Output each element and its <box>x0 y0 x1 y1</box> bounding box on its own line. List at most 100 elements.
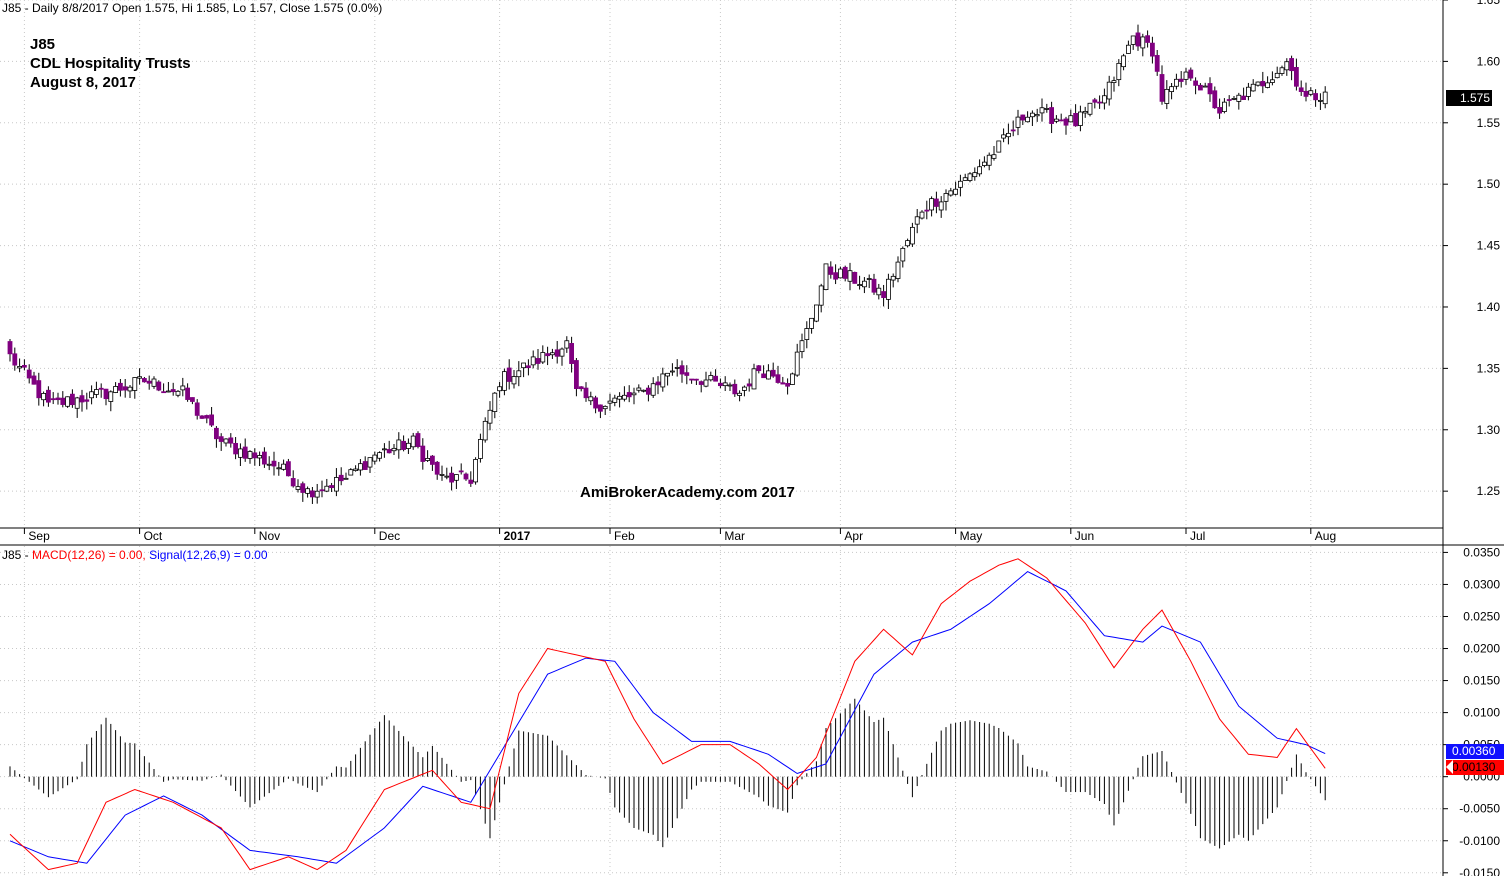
candle-down <box>679 365 685 375</box>
x-tick-label: Oct <box>144 529 163 543</box>
candle-down <box>170 389 176 393</box>
candle-down <box>1058 119 1064 122</box>
candle-up <box>175 390 181 396</box>
price-tick-label: 1.55 <box>1477 116 1501 130</box>
candle-up <box>670 370 675 373</box>
candle-up <box>1318 99 1323 102</box>
candle-down <box>1145 35 1150 43</box>
candle-up <box>674 366 680 369</box>
candle-up <box>986 154 992 166</box>
candle-up <box>41 393 46 401</box>
candle-up <box>1322 91 1328 105</box>
candle-down <box>415 433 421 447</box>
candle-down <box>26 369 32 379</box>
x-tick-label: Sep <box>28 529 50 543</box>
candle-up <box>1054 118 1059 122</box>
candle-up <box>1255 81 1261 86</box>
macd-legend-label: MACD(12,26) = 0.00, <box>32 548 146 562</box>
candle-up <box>857 284 862 286</box>
candle-up <box>1250 83 1256 92</box>
candle-up <box>540 352 546 363</box>
candle-up <box>501 371 507 391</box>
candle-down <box>55 397 61 401</box>
candle-down <box>429 455 435 465</box>
candle-down <box>194 402 200 416</box>
candle-down <box>118 382 123 391</box>
candle-up <box>1015 116 1021 128</box>
candle-up <box>953 188 958 195</box>
candle-down <box>449 472 455 483</box>
candle-down <box>218 436 224 442</box>
candle-up <box>1140 36 1146 49</box>
candle-up <box>1246 86 1251 97</box>
candle-up <box>1274 72 1280 79</box>
candle-down <box>21 364 27 368</box>
candle-up <box>453 474 459 481</box>
candle-down <box>1260 80 1266 87</box>
macd-tick-label: -0.0100 <box>1459 834 1500 848</box>
candle-up <box>1039 107 1045 114</box>
candle-up <box>65 396 70 407</box>
candle-down <box>746 383 752 387</box>
candle-down <box>329 485 335 489</box>
candle-down <box>338 474 344 482</box>
macd-tick-label: 0.0350 <box>1463 545 1500 559</box>
price-tick-label: 1.65 <box>1477 0 1501 7</box>
chart-title-symbol: J85 <box>30 36 56 53</box>
quote-header: J85 - Daily 8/8/2017 Open 1.575, Hi 1.58… <box>2 1 383 15</box>
candle-down <box>1294 67 1299 87</box>
candle-up <box>905 240 910 247</box>
candle-down <box>60 397 66 405</box>
candle-up <box>530 356 536 366</box>
candle-up <box>74 397 80 409</box>
candle-down <box>1063 118 1069 126</box>
candle-up <box>237 448 243 458</box>
candle-up <box>94 389 99 395</box>
candle-up <box>962 177 968 181</box>
candle-up <box>314 490 320 498</box>
candle-down <box>713 375 718 382</box>
candle-up <box>482 420 488 441</box>
candle-up <box>367 457 373 468</box>
candle-down <box>535 358 541 364</box>
candle-up <box>473 459 479 483</box>
candle-down <box>228 437 234 444</box>
candle-down <box>871 278 877 293</box>
candle-up <box>737 392 742 396</box>
candle-down <box>12 353 18 366</box>
candle-up <box>550 352 555 356</box>
candle-up <box>180 385 186 391</box>
macd-lines <box>9 558 1326 871</box>
candle-down <box>1159 74 1165 102</box>
signal-legend-label: Signal(12,26,9) = 0.00 <box>149 548 268 562</box>
candle-down <box>146 380 152 384</box>
candle-up <box>636 387 642 391</box>
candle-up <box>425 458 431 461</box>
candle-up <box>1102 95 1107 104</box>
candle-up <box>982 161 987 166</box>
candle-down <box>1207 83 1213 95</box>
candle-down <box>881 291 886 298</box>
candle-down <box>98 387 104 390</box>
candle-down <box>300 483 306 493</box>
candle-up <box>790 373 795 385</box>
candle-up <box>1202 85 1208 88</box>
x-tick-label: Jul <box>1190 529 1205 543</box>
macd-tick-label: 0.0300 <box>1463 577 1500 591</box>
candle-down <box>646 387 651 395</box>
candle-up <box>333 477 339 492</box>
candle-down <box>1010 129 1016 132</box>
candle-up <box>1106 81 1112 100</box>
candle-down <box>1212 90 1218 109</box>
candle-up <box>938 201 944 211</box>
candle-down <box>468 479 474 484</box>
candlestick-series <box>7 24 1328 504</box>
macd-histogram <box>9 698 1326 849</box>
candle-up <box>492 392 498 412</box>
candle-up <box>708 375 714 381</box>
x-tick-label: Mar <box>724 529 745 543</box>
candle-down <box>319 489 325 492</box>
candle-down <box>1226 99 1232 101</box>
signal-value-tag: 0.00130 <box>1446 760 1504 775</box>
x-tick-label: Dec <box>379 529 400 543</box>
